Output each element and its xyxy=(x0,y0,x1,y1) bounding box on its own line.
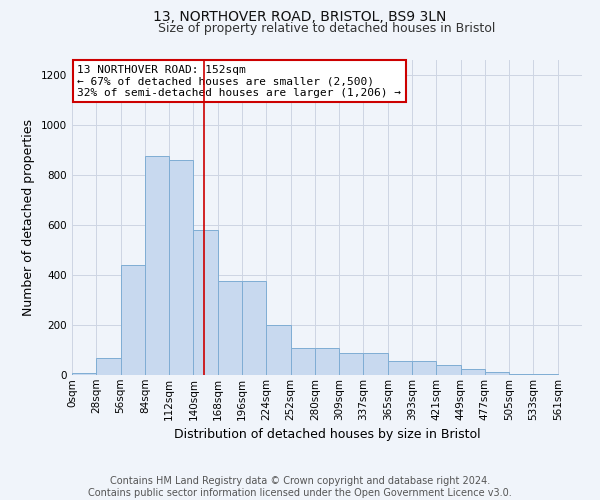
Bar xyxy=(242,281,266,375)
Bar xyxy=(290,348,315,375)
Bar xyxy=(533,374,558,375)
Text: 13, NORTHOVER ROAD, BRISTOL, BS9 3LN: 13, NORTHOVER ROAD, BRISTOL, BS9 3LN xyxy=(154,10,446,24)
Bar xyxy=(145,156,169,375)
Bar xyxy=(193,230,218,375)
X-axis label: Distribution of detached houses by size in Bristol: Distribution of detached houses by size … xyxy=(173,428,481,441)
Bar xyxy=(96,358,121,375)
Bar xyxy=(121,265,145,375)
Bar xyxy=(266,325,290,375)
Text: 13 NORTHOVER ROAD: 152sqm
← 67% of detached houses are smaller (2,500)
32% of se: 13 NORTHOVER ROAD: 152sqm ← 67% of detac… xyxy=(77,64,401,98)
Bar xyxy=(436,365,461,375)
Bar xyxy=(485,372,509,375)
Bar xyxy=(218,281,242,375)
Bar xyxy=(388,361,412,375)
Title: Size of property relative to detached houses in Bristol: Size of property relative to detached ho… xyxy=(158,22,496,35)
Bar xyxy=(364,352,388,375)
Bar xyxy=(412,361,436,375)
Bar xyxy=(558,374,582,375)
Y-axis label: Number of detached properties: Number of detached properties xyxy=(22,119,35,316)
Bar xyxy=(169,160,193,375)
Bar xyxy=(461,369,485,375)
Text: Contains HM Land Registry data © Crown copyright and database right 2024.
Contai: Contains HM Land Registry data © Crown c… xyxy=(88,476,512,498)
Bar xyxy=(339,352,364,375)
Bar xyxy=(315,348,339,375)
Bar xyxy=(509,374,533,375)
Bar xyxy=(72,372,96,375)
